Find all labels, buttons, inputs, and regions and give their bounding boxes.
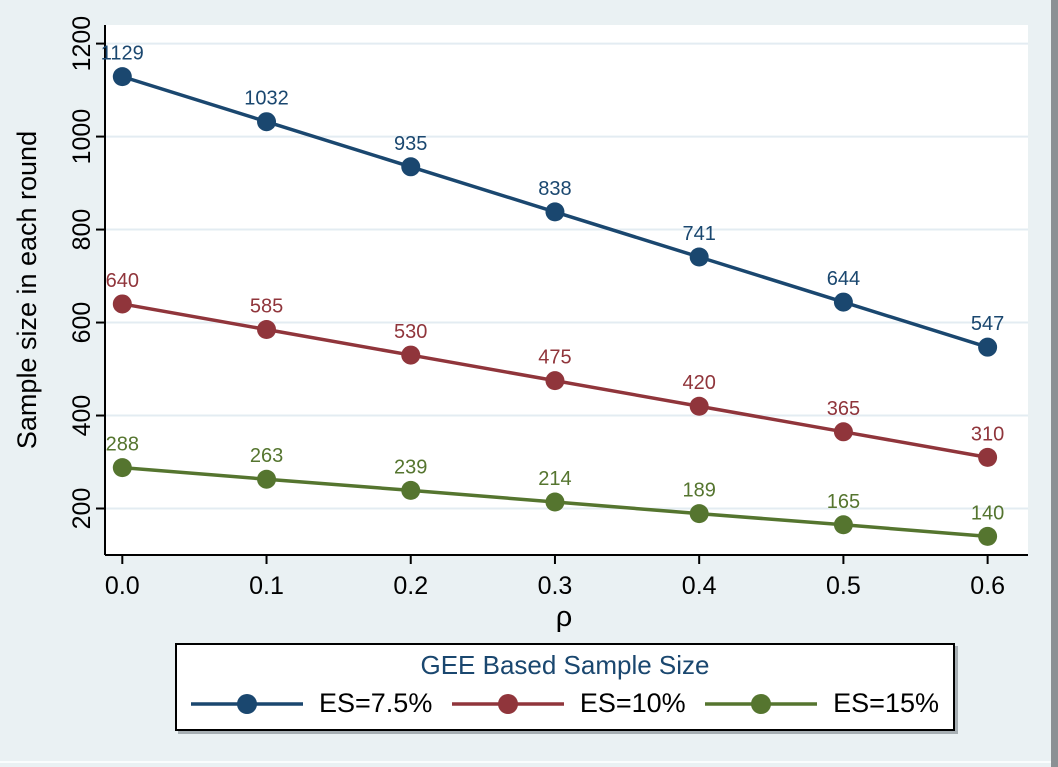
data-point-label: 530 (394, 321, 427, 343)
data-point-marker (978, 337, 998, 357)
data-point-label: 420 (682, 372, 715, 394)
data-point-marker (545, 202, 565, 222)
data-point-label: 365 (827, 398, 860, 420)
data-point-label: 838 (538, 178, 571, 200)
window-bottom-edge (0, 761, 1051, 763)
y-tick-label: 400 (68, 395, 96, 437)
data-point-marker (689, 396, 709, 416)
x-tick-label: 0.2 (393, 572, 428, 600)
data-point-marker (401, 345, 421, 365)
data-point-marker (833, 422, 853, 442)
legend-entries: ES=7.5% ES=10% ES=15% (177, 690, 953, 729)
data-point-label: 741 (682, 223, 715, 245)
data-point-label: 1129 (101, 43, 144, 65)
data-point-marker (257, 320, 277, 340)
legend-entry-label: ES=7.5% (319, 688, 433, 718)
data-point-label: 165 (827, 491, 860, 513)
legend-entry: ES=7.5% (189, 690, 432, 717)
data-point-label: 140 (971, 502, 1004, 524)
legend-line-marker-icon (451, 693, 564, 714)
data-point-label: 585 (250, 296, 283, 318)
legend-entry-label: ES=10% (579, 688, 686, 718)
data-point-marker (257, 469, 277, 489)
data-point-label: 288 (106, 434, 139, 456)
data-point-label: 644 (827, 268, 860, 290)
legend-box: GEE Based Sample Size ES=7.5% ES=10% (175, 643, 955, 731)
y-tick-label: 600 (68, 302, 96, 344)
y-tick-label: 1000 (68, 109, 96, 165)
data-point-label: 310 (971, 423, 1004, 445)
data-point-label: 239 (394, 456, 427, 478)
y-tick-label: 1200 (68, 16, 96, 72)
x-tick-label: 0.4 (682, 572, 717, 600)
legend-entry-label: ES=15% (833, 688, 939, 718)
x-tick-label: 0.5 (826, 572, 861, 600)
legend-line-marker-icon (705, 693, 818, 714)
window-right-edge (1051, 0, 1058, 767)
legend-entry: ES=15% (703, 690, 939, 717)
data-point-marker (833, 292, 853, 312)
legend-title: GEE Based Sample Size (420, 650, 710, 680)
data-point-label: 214 (538, 468, 571, 490)
x-tick-label: 0.6 (970, 572, 1005, 600)
legend-line-marker-icon (191, 693, 303, 714)
plot-background (105, 25, 1028, 555)
data-point-marker (401, 157, 421, 177)
data-point-marker (689, 504, 709, 524)
y-tick-label: 800 (68, 209, 96, 251)
data-point-label: 547 (971, 313, 1004, 335)
x-tick-label: 0.3 (538, 572, 573, 600)
data-point-label: 935 (394, 133, 427, 155)
x-tick-label: 0.0 (105, 572, 140, 600)
y-tick-label: 200 (68, 488, 96, 530)
data-point-marker (257, 112, 277, 132)
data-point-marker (689, 247, 709, 267)
x-axis-title: ρ (556, 601, 573, 633)
y-axis-title: Sample size in each round (12, 131, 42, 449)
plot-area: 200 400 600 800 1000 1200 0.0 0.1 0.2 0.3 0.4 0.5 0.… (12, 16, 1028, 633)
x-tick-label: 0.1 (249, 572, 284, 600)
data-point-marker (545, 371, 565, 391)
data-point-label: 640 (106, 270, 139, 292)
data-point-marker (401, 480, 421, 500)
data-point-marker (112, 458, 132, 478)
data-point-label: 1032 (244, 88, 289, 110)
data-point-marker (978, 526, 998, 546)
data-point-label: 475 (538, 347, 571, 369)
data-point-marker (833, 515, 853, 535)
data-point-marker (545, 492, 565, 512)
data-point-marker (112, 294, 132, 314)
data-point-marker (978, 447, 998, 467)
data-point-label: 189 (682, 480, 715, 502)
data-point-label: 263 (250, 445, 283, 467)
data-point-marker (112, 67, 132, 87)
legend-entry: ES=10% (450, 690, 686, 717)
